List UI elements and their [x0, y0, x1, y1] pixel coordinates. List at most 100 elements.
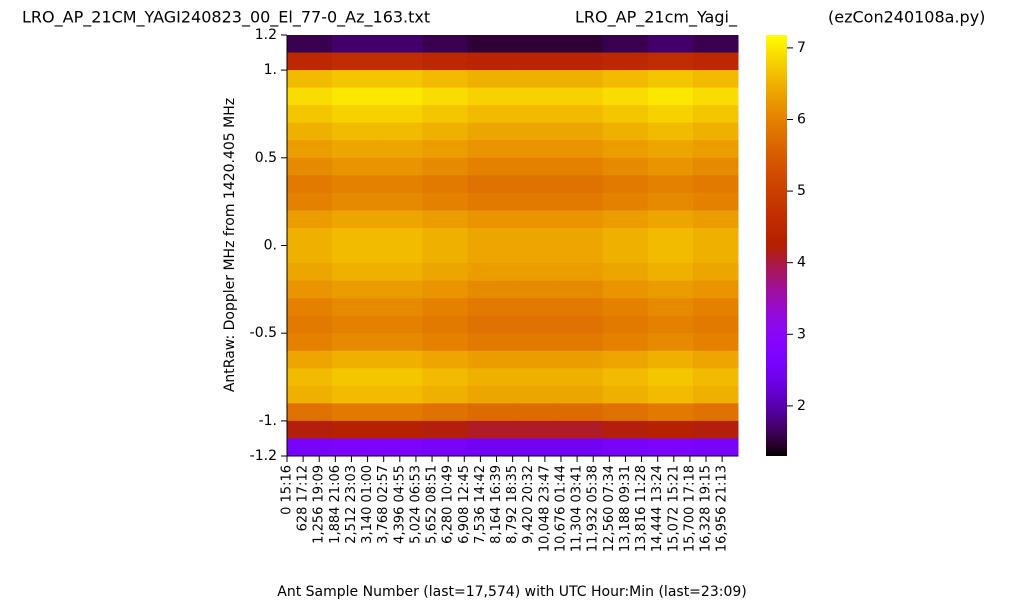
heatmap-cell: [422, 315, 468, 334]
heatmap-cell: [377, 315, 423, 334]
heatmap-cell: [512, 70, 559, 89]
heatmap-cell: [692, 157, 739, 176]
x-tick-label: 6,280 10:49: [441, 465, 456, 544]
heatmap-cell: [602, 140, 649, 159]
heatmap-cell: [422, 210, 468, 229]
heatmap-cell: [557, 368, 604, 387]
heatmap-cell: [602, 227, 649, 246]
x-tick-label: 8,164 16:39: [489, 465, 504, 544]
heatmap-cell: [602, 298, 649, 317]
heatmap-cell: [287, 122, 333, 141]
heatmap-cell: [422, 263, 468, 282]
heatmap-cell: [647, 227, 694, 246]
heatmap-cell: [692, 368, 739, 387]
heatmap-cell: [557, 175, 604, 194]
y-axis-label: AntRaw: Doppler MHz from 1420.405 MHz: [222, 98, 238, 392]
heatmap-cell: [647, 333, 694, 352]
x-tick-label: 11,304 03:41: [570, 465, 585, 552]
heatmap-cell: [647, 140, 694, 159]
x-tick-label: 13,816 11:28: [634, 465, 649, 552]
heatmap-cell: [467, 87, 513, 106]
heatmap-cell: [512, 368, 559, 387]
heatmap-cell: [647, 105, 694, 124]
heatmap-cell: [647, 210, 694, 229]
x-tick-label: 3,768 02:57: [376, 465, 391, 544]
annotation: (ezCon240108a.py): [828, 8, 985, 27]
x-tick-label: 10,048 23:47: [537, 465, 552, 552]
heatmap-cell: [467, 315, 513, 334]
heatmap-cell: [332, 210, 378, 229]
heatmap-cell: [467, 333, 513, 352]
heatmap-cell: [287, 350, 333, 369]
heatmap-cell: [647, 315, 694, 334]
heatmap-cell: [332, 175, 378, 194]
x-tick-label: 7,536 14:42: [473, 465, 488, 544]
colorbar-tick-label: 7: [797, 40, 806, 56]
heatmap-cell: [287, 280, 333, 299]
heatmap-cell: [602, 175, 649, 194]
heatmap-cell: [692, 385, 739, 404]
heatmap-cell: [602, 70, 649, 89]
heatmap-cell: [467, 52, 513, 71]
heatmap-cell: [287, 140, 333, 159]
heatmap-cell: [332, 438, 378, 457]
x-tick-label: 15,700 17:18: [682, 465, 697, 552]
x-tick-label: 6,908 12:45: [457, 465, 472, 544]
y-tick-label: 0.: [264, 238, 277, 254]
heatmap-cell: [467, 192, 513, 211]
heatmap-cell: [602, 368, 649, 387]
heatmap-cell: [422, 438, 468, 457]
y-tick-label: -0.5: [250, 325, 277, 341]
heatmap-cell: [647, 245, 694, 264]
colorbar-tick-label: 2: [797, 398, 806, 414]
heatmap-cell: [467, 385, 513, 404]
heatmap-cell: [332, 87, 378, 106]
x-tick-label: 628 17:12: [296, 465, 311, 531]
heatmap-cell: [467, 368, 513, 387]
heatmap-cell: [287, 35, 333, 54]
heatmap-cell: [512, 385, 559, 404]
colorbar-tick-label: 3: [797, 326, 806, 342]
colorbar-tick-label: 6: [797, 111, 806, 127]
y-tick-label: 0.5: [255, 150, 277, 166]
heatmap-cell: [512, 140, 559, 159]
heatmap-cell: [422, 175, 468, 194]
heatmap-cell: [467, 175, 513, 194]
heatmap-cell: [692, 52, 739, 71]
heatmap-cell: [647, 298, 694, 317]
heatmap-cell: [287, 438, 333, 457]
heatmap-cell: [692, 350, 739, 369]
heatmap-cell: [287, 210, 333, 229]
heatmap-cell: [332, 192, 378, 211]
heatmap-cell: [332, 227, 378, 246]
heatmap-cell: [692, 227, 739, 246]
heatmap-cell: [332, 298, 378, 317]
heatmap-cell: [287, 263, 333, 282]
heatmap-cell: [602, 157, 649, 176]
heatmap-cell: [602, 385, 649, 404]
heatmap-cell: [512, 192, 559, 211]
heatmap-cell: [377, 70, 423, 89]
heatmap-cell: [557, 280, 604, 299]
heatmap-cell: [377, 403, 423, 422]
heatmap-cell: [602, 403, 649, 422]
heatmap-cell: [287, 298, 333, 317]
heatmap-cell: [557, 105, 604, 124]
y-tick-label: -1.2: [250, 448, 277, 464]
heatmap-cell: [692, 403, 739, 422]
heatmap-cell: [602, 420, 649, 439]
heatmap-cell: [422, 298, 468, 317]
heatmap-cell: [377, 175, 423, 194]
heatmap-cell: [467, 280, 513, 299]
heatmap-cell: [692, 140, 739, 159]
heatmap-cell: [287, 333, 333, 352]
heatmap-cell: [557, 438, 604, 457]
heatmap-cell: [647, 420, 694, 439]
heatmap-cell: [287, 87, 333, 106]
heatmap-cell: [557, 87, 604, 106]
x-tick-label: 16,328 19:15: [699, 465, 714, 552]
heatmap-cell: [512, 403, 559, 422]
x-tick-label: 8,792 18:35: [505, 465, 520, 544]
heatmap-cell: [602, 350, 649, 369]
heatmap-cell: [692, 263, 739, 282]
